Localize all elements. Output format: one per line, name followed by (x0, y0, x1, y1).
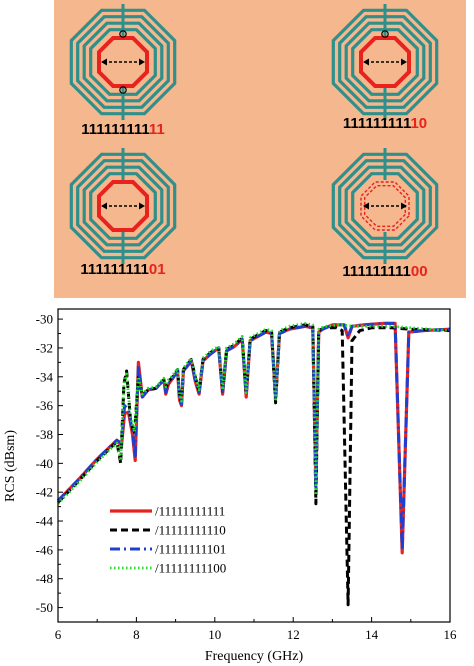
y-tick-label: -30 (36, 312, 53, 327)
legend-label-3: /11111111101 (155, 542, 226, 557)
code-label-bottom-left: 11111111101 (80, 261, 165, 278)
code-label-top-right: 11111111110 (343, 115, 427, 132)
coil-ring (338, 159, 432, 253)
x-axis-title: Frequency (GHz) (205, 649, 304, 664)
y-tick-label: -48 (36, 571, 53, 586)
x-tick-label: 6 (55, 627, 62, 642)
y-tick-label: -32 (36, 340, 53, 355)
legend: /11111111111/11111111110/11111111101/111… (110, 504, 226, 576)
arrow-right-icon (401, 202, 407, 210)
structure-top-left (69, 4, 177, 120)
structure-panel: 11111111111 11111111110 11111111101 1111… (54, 0, 466, 298)
y-tick-label: -46 (36, 542, 54, 557)
arrow-left-icon (363, 58, 369, 66)
x-tick-label: 16 (444, 627, 458, 642)
coil-ring (82, 21, 164, 103)
switch-marker-icon (381, 30, 389, 38)
arrow-right-icon (401, 58, 407, 66)
resonator-ring (97, 36, 149, 88)
series-line-3 (56, 321, 451, 552)
code-suffix: 00 (411, 263, 428, 280)
y-tick-label: -34 (36, 369, 54, 384)
code-suffix: 01 (149, 261, 166, 278)
resonator-ring (359, 36, 411, 88)
coil-ring (344, 21, 426, 103)
x-tick-label: 14 (365, 627, 379, 642)
code-prefix: 111111111 (80, 261, 148, 278)
coil-ring (69, 8, 177, 116)
plot-frame (57, 308, 451, 623)
arrow-right-icon (139, 58, 145, 66)
arrow-left-icon (101, 58, 107, 66)
y-axis-title: RCS (dBsm) (3, 430, 18, 502)
coil-ring (344, 165, 426, 247)
series-line-2 (56, 323, 451, 607)
resonator-ring-open (360, 181, 410, 231)
coil-ring (82, 165, 164, 247)
coil-ring (338, 15, 432, 109)
code-label-top-left: 11111111111 (81, 121, 165, 138)
structure-bottom-left (69, 148, 177, 264)
series-line-4 (56, 322, 451, 505)
coil-ring (76, 15, 170, 109)
coil-ring (76, 159, 170, 253)
resonator-ring-open (364, 185, 406, 227)
legend-label-2: /11111111110 (155, 523, 226, 538)
code-suffix: 11 (149, 121, 165, 138)
arrow-right-icon (139, 202, 145, 210)
x-tick-label: 8 (133, 627, 140, 642)
coil-ring (351, 172, 419, 240)
series-line-1 (56, 321, 451, 555)
coil-ring (331, 152, 439, 260)
code-prefix: 111111111 (81, 121, 149, 138)
code-prefix: 111111111 (343, 115, 411, 132)
y-tick-label: -44 (36, 514, 54, 529)
y-tick-label: -38 (36, 427, 53, 442)
coil-ring (331, 8, 439, 116)
code-suffix: 10 (410, 115, 427, 132)
plot-lines (56, 321, 451, 607)
legend-label-1: /11111111111 (155, 504, 225, 519)
y-tick-label: -50 (36, 600, 53, 615)
y-tick-label: -42 (36, 485, 53, 500)
coil-ring (351, 28, 419, 96)
x-tick-label: 12 (287, 627, 300, 642)
legend-label-4: /11111111100 (155, 561, 226, 576)
coil-ring (89, 172, 157, 240)
resonator-ring (97, 180, 149, 232)
arrow-left-icon (363, 202, 369, 210)
switch-marker-icon (119, 30, 127, 38)
structure-bottom-right (331, 148, 439, 264)
y-tick-label: -36 (36, 398, 54, 413)
code-label-bottom-right: 11111111100 (342, 263, 427, 280)
code-prefix: 111111111 (342, 263, 410, 280)
rcs-chart: 6 8 10 12 14 16 -30 -32 -34 -36 -38 -40 -42 -44 -46 -4… (3, 308, 457, 664)
x-tick-label: 10 (208, 627, 221, 642)
coil-ring (69, 152, 177, 260)
y-axis: -30 -32 -34 -36 -38 -40 -42 -44 -46 -48 -50 (36, 312, 63, 615)
arrow-left-icon (101, 202, 107, 210)
switch-marker-icon (119, 86, 127, 94)
structure-top-right (331, 4, 439, 120)
coil-ring (89, 28, 157, 96)
x-axis: 6 8 10 12 14 16 (55, 617, 457, 642)
y-tick-label: -40 (36, 456, 53, 471)
